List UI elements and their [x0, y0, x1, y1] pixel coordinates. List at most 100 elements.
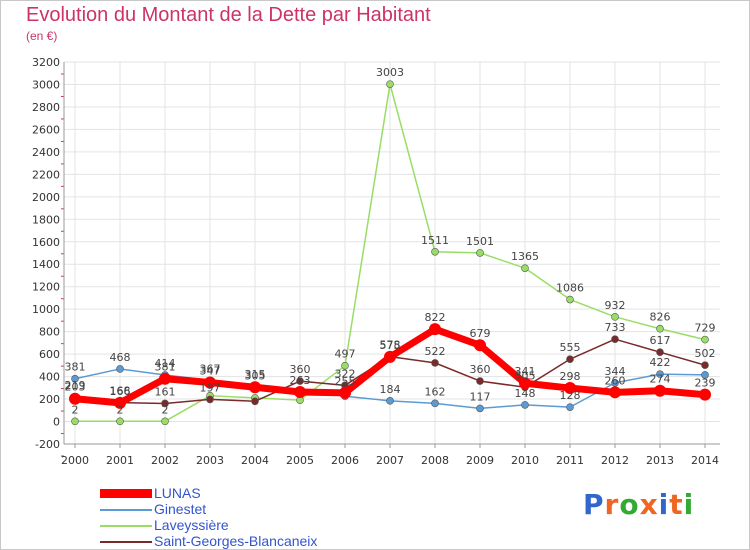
logo-letter: i [683, 488, 695, 521]
data-point [431, 359, 439, 367]
data-label: 128 [560, 389, 581, 402]
data-label: 341 [515, 365, 536, 378]
x-tick-label: 2010 [511, 454, 539, 467]
logo-letter: r [604, 488, 620, 521]
data-label: 578 [380, 339, 401, 352]
data-label: 522 [425, 345, 446, 358]
data-label: 347 [200, 365, 221, 378]
legend-label: LUNAS [154, 485, 201, 501]
data-label: 344 [605, 365, 626, 378]
data-label: 168 [110, 385, 131, 398]
data-point [564, 382, 576, 395]
data-label: 497 [335, 348, 356, 361]
data-label: 1501 [466, 235, 494, 248]
x-tick-label: 2006 [331, 454, 359, 467]
data-point [656, 324, 664, 333]
data-label: 1086 [556, 282, 584, 295]
data-label: 381 [155, 361, 176, 374]
data-point [161, 399, 169, 408]
data-point [71, 417, 79, 426]
data-label: 263 [290, 374, 311, 387]
data-label: 305 [245, 369, 266, 382]
data-label: 468 [110, 351, 131, 364]
x-tick-label: 2013 [646, 454, 674, 467]
data-point [429, 323, 441, 336]
data-label: 315 [245, 368, 266, 381]
data-label: 422 [650, 356, 671, 369]
data-point [386, 80, 394, 88]
logo-letter: P [583, 488, 605, 521]
data-point [654, 384, 666, 397]
data-point [159, 372, 171, 385]
legend-swatch [100, 541, 152, 543]
data-point [476, 377, 484, 385]
data-label: 555 [560, 341, 581, 354]
legend-label: Saint-Georges-Blancaneix [154, 533, 318, 549]
x-tick-label: 2001 [106, 454, 134, 467]
data-label: 381 [65, 361, 86, 374]
legend-label: Ginestet [154, 501, 207, 517]
data-point [519, 377, 531, 390]
data-label: 367 [200, 362, 221, 375]
x-tick-label: 2012 [601, 454, 629, 467]
y-tick-label: 1800 [32, 213, 60, 226]
y-tick-label: -200 [35, 438, 60, 451]
y-tick-label: 2200 [32, 168, 60, 181]
data-label: 502 [695, 347, 716, 360]
logo-letter: i [658, 488, 670, 521]
data-label: 197 [200, 381, 221, 394]
data-point [566, 403, 574, 411]
x-tick-label: 2002 [151, 454, 179, 467]
data-label: 162 [425, 385, 446, 398]
data-point [656, 348, 664, 357]
data-label: 2 [72, 403, 79, 416]
x-tick-label: 2003 [196, 454, 224, 467]
data-point [71, 374, 79, 383]
data-point [204, 376, 216, 389]
y-tick-label: 2400 [32, 146, 60, 159]
data-label: 239 [695, 377, 716, 390]
data-label: 161 [155, 385, 176, 398]
x-tick-label: 2007 [376, 454, 404, 467]
data-label: 298 [560, 370, 581, 383]
data-label: 1511 [421, 234, 449, 247]
data-point [611, 335, 619, 343]
data-label: 255 [335, 375, 356, 388]
legend-item: Saint-Georges-Blancaneix [100, 533, 420, 550]
x-tick-label: 2004 [241, 454, 269, 467]
data-label: 733 [605, 321, 626, 334]
data-point [656, 370, 664, 378]
data-point [116, 365, 124, 373]
data-point [701, 361, 709, 369]
data-point [431, 247, 439, 256]
data-label: 679 [470, 327, 491, 340]
data-point [296, 377, 304, 385]
chart-subtitle: (en €) [26, 29, 58, 43]
data-label: 3003 [376, 66, 404, 79]
data-label: 826 [650, 311, 671, 324]
data-point [161, 417, 169, 426]
logo-letter: t [669, 488, 684, 521]
data-label: 203 [65, 381, 86, 394]
data-label: 2 [117, 403, 124, 416]
data-point [69, 392, 81, 405]
data-point [251, 397, 259, 406]
data-label: 219 [65, 379, 86, 392]
data-point [609, 386, 621, 399]
data-point [116, 417, 124, 426]
y-tick-label: 200 [39, 393, 60, 406]
data-point [294, 385, 306, 398]
data-label: 117 [470, 390, 491, 403]
data-label: 360 [290, 363, 311, 376]
y-tick-label: 2600 [32, 123, 60, 136]
proxiti-logo: Proxiti [583, 488, 694, 521]
y-tick-label: 400 [39, 371, 60, 384]
y-tick-label: 3200 [32, 56, 60, 69]
legend-swatch [100, 509, 152, 511]
legend-swatch [100, 525, 152, 527]
chart-title: Evolution du Montant de la Dette par Hab… [26, 4, 431, 26]
legend-swatch [100, 489, 152, 498]
data-label: 575 [380, 339, 401, 352]
